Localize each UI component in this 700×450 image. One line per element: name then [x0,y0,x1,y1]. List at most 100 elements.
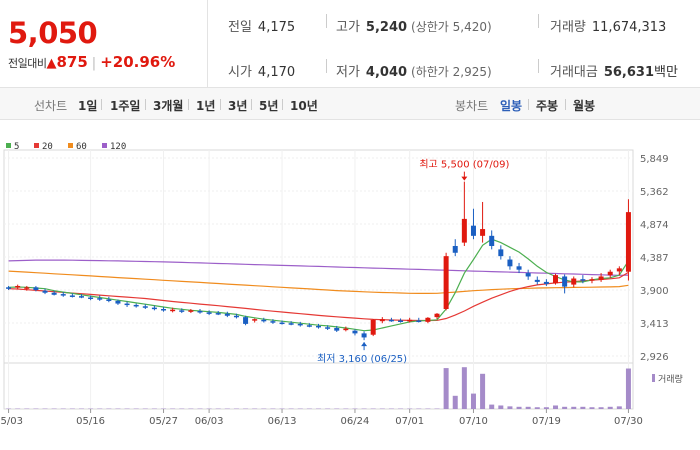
x-tick-label: 06/24 [341,416,370,427]
legend-swatch-20 [34,143,39,148]
candle-chart-label: 봉차트 [455,99,489,113]
legend-label-5: 5 [14,142,19,152]
candle-body [334,327,340,331]
up-arrow-icon: ▲ [46,56,57,71]
candle-body [69,295,75,297]
candle-body [15,285,21,288]
candle-body [279,322,285,325]
divider [565,99,566,110]
candle-body [461,218,467,243]
legend-swatch-120 [102,143,107,148]
period-10y[interactable]: 10년 [290,99,318,113]
candle-body [33,287,39,291]
divider [538,59,539,73]
high-arrow-head [461,176,468,181]
candle-body [580,279,586,281]
y-tick-label: 5,849 [640,154,669,165]
price-chart: 5,849 5,362 4,874 4,387 3,900 3,413 2,926 05/03… [0,120,700,450]
stat-value: 56,631 [603,65,655,80]
candle-body [97,298,103,300]
divider [538,14,539,28]
candle-body [507,259,513,267]
period-3m[interactable]: 3개월 [153,99,184,113]
divider [220,99,221,110]
legend-swatch-60 [68,143,73,148]
x-tick-label: 07/01 [395,416,424,427]
candle-body [297,323,303,326]
divider [101,99,102,110]
y-tick-label: 4,874 [640,220,669,231]
candle-body [343,328,349,331]
stat-sub: (상한가 5,420) [411,20,492,34]
candle-body [215,313,221,315]
candle-monthly[interactable]: 월봉 [573,99,596,113]
candle-body [224,313,230,316]
candle-body [361,333,367,338]
y-tick-label: 2,926 [640,352,669,363]
candle-body [206,312,212,314]
volume-bar [489,404,495,409]
candle-body [352,330,358,334]
candle-body [24,287,30,289]
period-5y[interactable]: 5년 [259,99,279,113]
candle-body [407,319,413,322]
volume-bar [507,406,513,409]
stat-value: 5,240 [365,20,408,35]
divider [251,99,252,110]
candle-body [233,315,239,318]
low-annotation: 최저 3,160 (06/25) [317,353,407,365]
candle-body [625,212,631,272]
volume-bar [589,407,595,409]
line-chart-label: 선차트 [34,99,68,113]
candle-body [243,317,249,324]
candle-body [161,308,167,311]
stat-sub: (하한가 2,925) [411,65,492,79]
period-1w[interactable]: 1주일 [110,99,141,113]
period-1d[interactable]: 1일 [78,99,98,113]
change-separator: | [91,56,97,71]
stat-value: 11,674,313 [591,20,667,35]
volume-bar [470,393,476,409]
candle-body [525,273,531,277]
candle-body [489,235,495,246]
volume-bar [580,406,586,409]
candle-body [516,266,522,270]
candle-body [6,287,12,289]
divider [188,99,189,110]
volume-bar [525,406,531,409]
high-annotation: 최고 5,500 (07/09) [419,159,509,171]
stat-volume: 거래량 11,674,313 [550,16,666,35]
stat-value: 4,175 [257,20,296,35]
volume-bar [534,407,540,409]
candle-weekly[interactable]: 주봉 [536,99,559,113]
candle-body [188,310,194,312]
candle-body [553,275,559,284]
candle-body [261,319,267,322]
period-3y[interactable]: 3년 [228,99,248,113]
candle-body [306,325,312,327]
x-tick-label: 05/27 [149,416,178,427]
candle-daily[interactable]: 일봉 [500,99,523,113]
candle-body [562,276,568,287]
x-tick-label: 05/03 [0,416,23,427]
quote-panel: 5,050 전일대비▲875 | +20.96% 전일 4,175 고가 5,240 (상… [0,0,700,88]
change-row: 전일대비▲875 | +20.96% [8,53,175,71]
candle-body [270,321,276,323]
candle-body [498,249,504,257]
volume-bar [553,405,559,409]
candle-body [470,225,476,236]
volume-bar [598,407,604,409]
volume-bar [480,373,486,409]
stat-label: 저가 [336,65,360,80]
volume-bar [562,406,568,409]
legend-label-20: 20 [42,142,53,152]
x-tick-label: 06/13 [268,416,297,427]
period-1y[interactable]: 1년 [196,99,216,113]
volume-bar [625,368,631,409]
volume-legend-label: 거래량 [658,373,683,385]
stat-high: 고가 5,240 (상한가 5,420) [336,16,492,35]
candle-body [252,319,258,321]
candle-body [534,279,540,282]
ma20-line [8,271,629,322]
volume-bar [498,405,504,409]
